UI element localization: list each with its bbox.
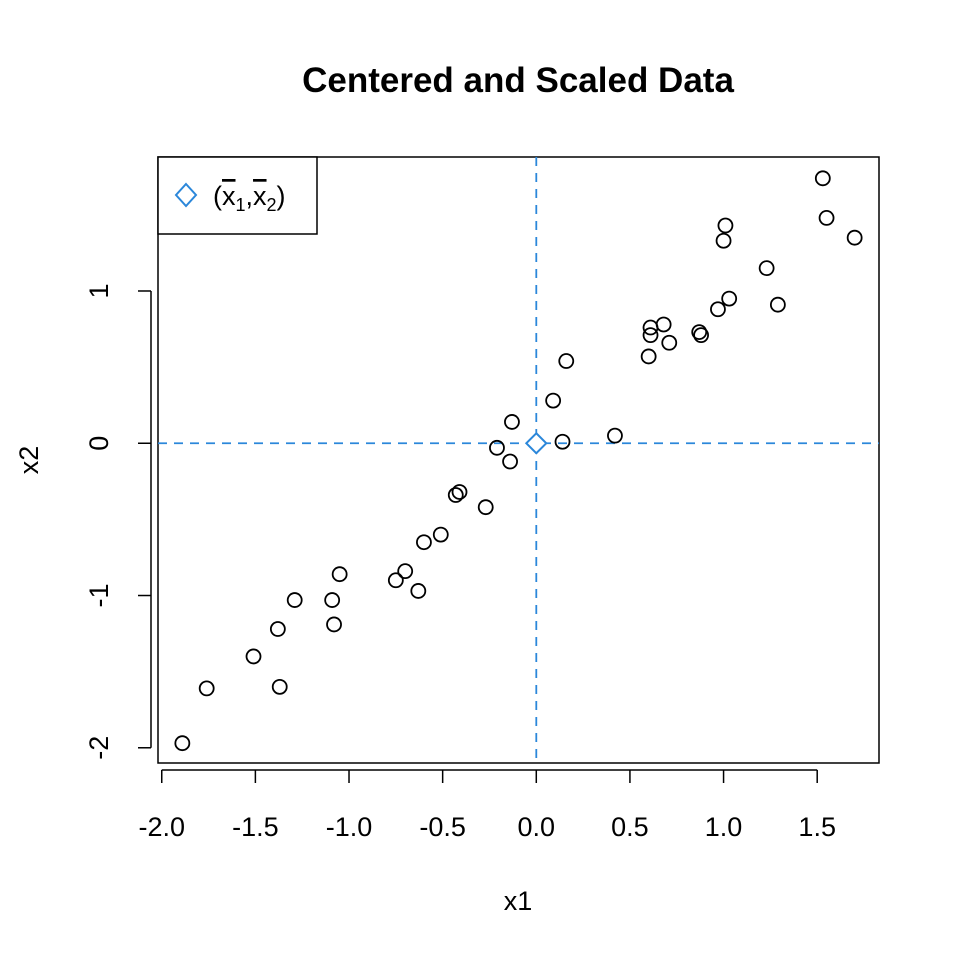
x-tick-label: -1.5 [232, 812, 279, 842]
data-point [693, 327, 709, 344]
x-tick-label: 0.0 [518, 812, 556, 842]
legend-diamond-icon [174, 182, 198, 208]
x-tick-label: 1.5 [798, 812, 836, 842]
data-point [432, 526, 449, 543]
x-tick-label: 0.5 [611, 812, 649, 842]
data-points [174, 170, 863, 752]
data-point [387, 572, 404, 589]
data-point [504, 414, 520, 430]
y-tick-label: 1 [84, 283, 114, 298]
y-tick-label: -2 [84, 736, 114, 760]
data-point [642, 327, 659, 344]
x-tick-label: -0.5 [419, 812, 466, 842]
legend-sep: , [246, 181, 254, 211]
chart-title: Centered and Scaled Data [302, 61, 734, 100]
data-point [326, 616, 342, 633]
legend-box [157, 156, 318, 235]
data-point [397, 563, 414, 580]
legend-sub1: 1 [236, 195, 246, 215]
data-point [554, 433, 571, 450]
legend-var1: x [222, 181, 236, 211]
data-point [558, 353, 575, 369]
data-point [271, 678, 288, 695]
data-point [655, 316, 672, 333]
legend-var2: x [253, 181, 267, 211]
data-point [607, 427, 623, 444]
data-point [331, 566, 348, 583]
y-axis-label: x2 [14, 446, 44, 475]
mean-marker [524, 431, 548, 455]
x-axis: -2.0 -1.5 -1.0 -0.5 0.0 0.5 1.0 1.5 [138, 769, 836, 842]
mean-point-diamond [524, 431, 548, 455]
y-tick-label: -1 [84, 584, 114, 608]
data-point [769, 296, 786, 313]
mean-lines [158, 157, 879, 763]
data-point [661, 334, 678, 351]
data-point [324, 592, 341, 608]
legend-open: ( [213, 181, 222, 211]
data-point [710, 301, 726, 318]
legend-close: ) [277, 181, 286, 211]
data-point [691, 324, 708, 341]
data-point [545, 392, 562, 409]
data-point [814, 170, 831, 187]
data-point [818, 210, 835, 226]
data-point [715, 232, 732, 249]
data-point [477, 499, 494, 516]
data-point [640, 348, 657, 365]
x-tick-label: 1.0 [705, 812, 743, 842]
data-point [269, 621, 286, 637]
legend-sub2: 2 [267, 195, 277, 215]
x-axis-label: x1 [504, 886, 533, 916]
x-tick-label: -2.0 [138, 812, 185, 842]
legend: (x1,x2) [157, 156, 318, 235]
plot-frame [157, 156, 880, 764]
data-point [286, 592, 303, 608]
data-point [846, 229, 863, 246]
data-point [416, 534, 432, 551]
x-tick-label: -1.0 [326, 812, 373, 842]
data-point [758, 260, 775, 277]
data-point [174, 735, 191, 752]
data-point [410, 583, 427, 599]
data-point [245, 648, 262, 665]
y-axis: -2 -1 0 1 [84, 283, 152, 760]
data-point [447, 487, 464, 503]
legend-label: (x1,x2) [213, 181, 286, 215]
data-point [198, 680, 215, 697]
data-point [489, 439, 505, 456]
data-point [451, 484, 468, 500]
data-point [717, 217, 734, 234]
data-point [721, 290, 738, 307]
data-point [502, 453, 518, 470]
y-tick-label: 0 [84, 436, 114, 451]
